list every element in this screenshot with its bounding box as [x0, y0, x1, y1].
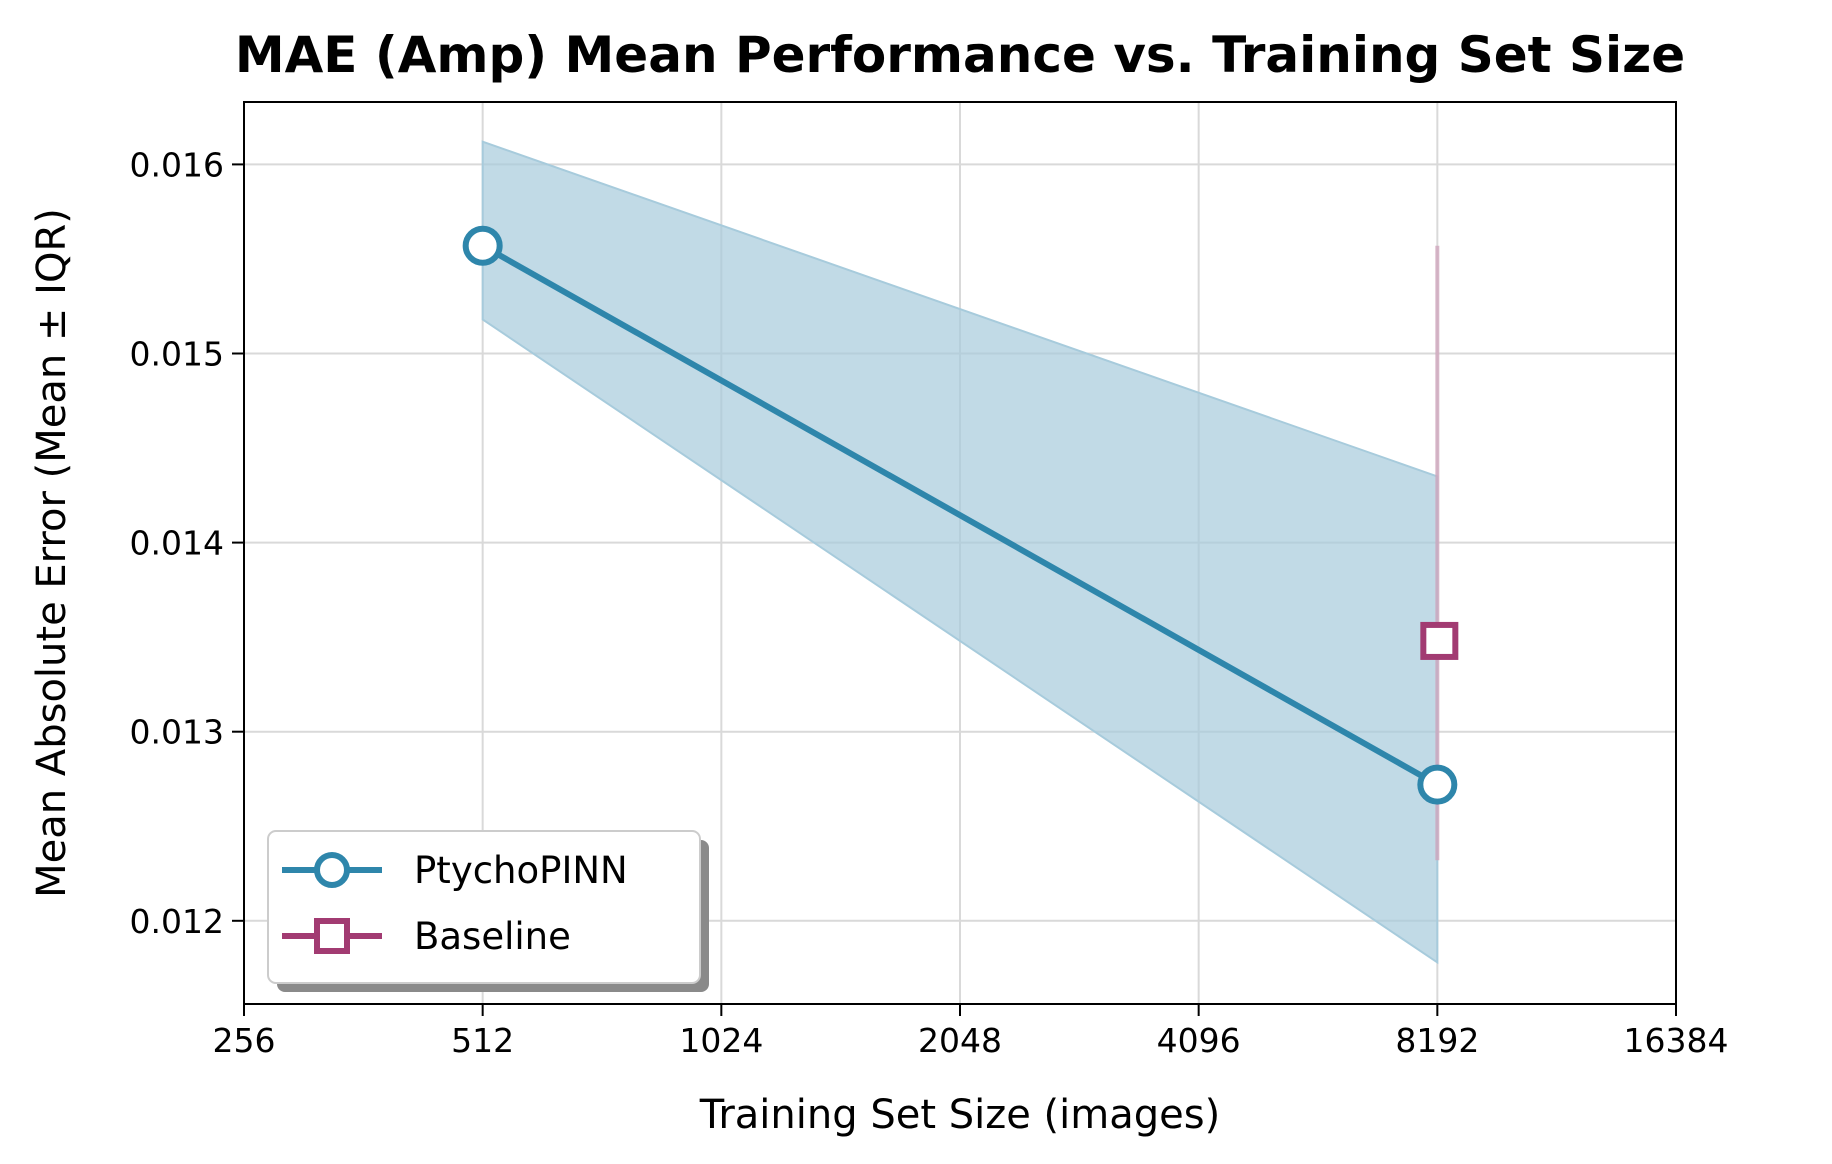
x-axis-label: Training Set Size (images) [699, 1092, 1220, 1138]
x-tick-label: 1024 [679, 1021, 763, 1060]
y-tick-label: 0.012 [130, 902, 224, 941]
legend: PtychoPINN Baseline [267, 830, 709, 992]
y-tick-label: 0.014 [130, 524, 224, 563]
series-markers [462, 225, 1459, 805]
data-point [1420, 621, 1459, 660]
y-tick-label: 0.015 [130, 335, 224, 374]
legend-marker-square-icon [314, 918, 350, 954]
x-tick-label: 8192 [1395, 1021, 1479, 1060]
x-tick-label: 2048 [918, 1021, 1002, 1060]
legend-label-1: Baseline [414, 915, 571, 958]
legend-marker-circle-icon [314, 852, 350, 888]
x-axis-ticks: 256 512 1024 2048 4096 8192 16384 [213, 1004, 1729, 1060]
legend-label-0: PtychoPINN [414, 849, 628, 892]
y-tick-label: 0.013 [130, 713, 224, 752]
y-tick-label: 0.016 [130, 145, 224, 184]
x-tick-label: 512 [451, 1021, 514, 1060]
y-axis-label: Mean Absolute Error (Mean ± IQR) [29, 208, 75, 898]
chart-title: MAE (Amp) Mean Performance vs. Training … [235, 26, 1685, 84]
x-tick-label: 4096 [1157, 1021, 1241, 1060]
y-axis-ticks: 0.012 0.013 0.014 0.015 0.016 [130, 145, 244, 941]
data-point [462, 225, 503, 266]
x-tick-label: 16384 [1624, 1021, 1729, 1060]
x-tick-label: 256 [213, 1021, 276, 1060]
series-lines [481, 243, 1439, 788]
data-point [1417, 764, 1458, 805]
series-line-0 [481, 243, 1439, 788]
